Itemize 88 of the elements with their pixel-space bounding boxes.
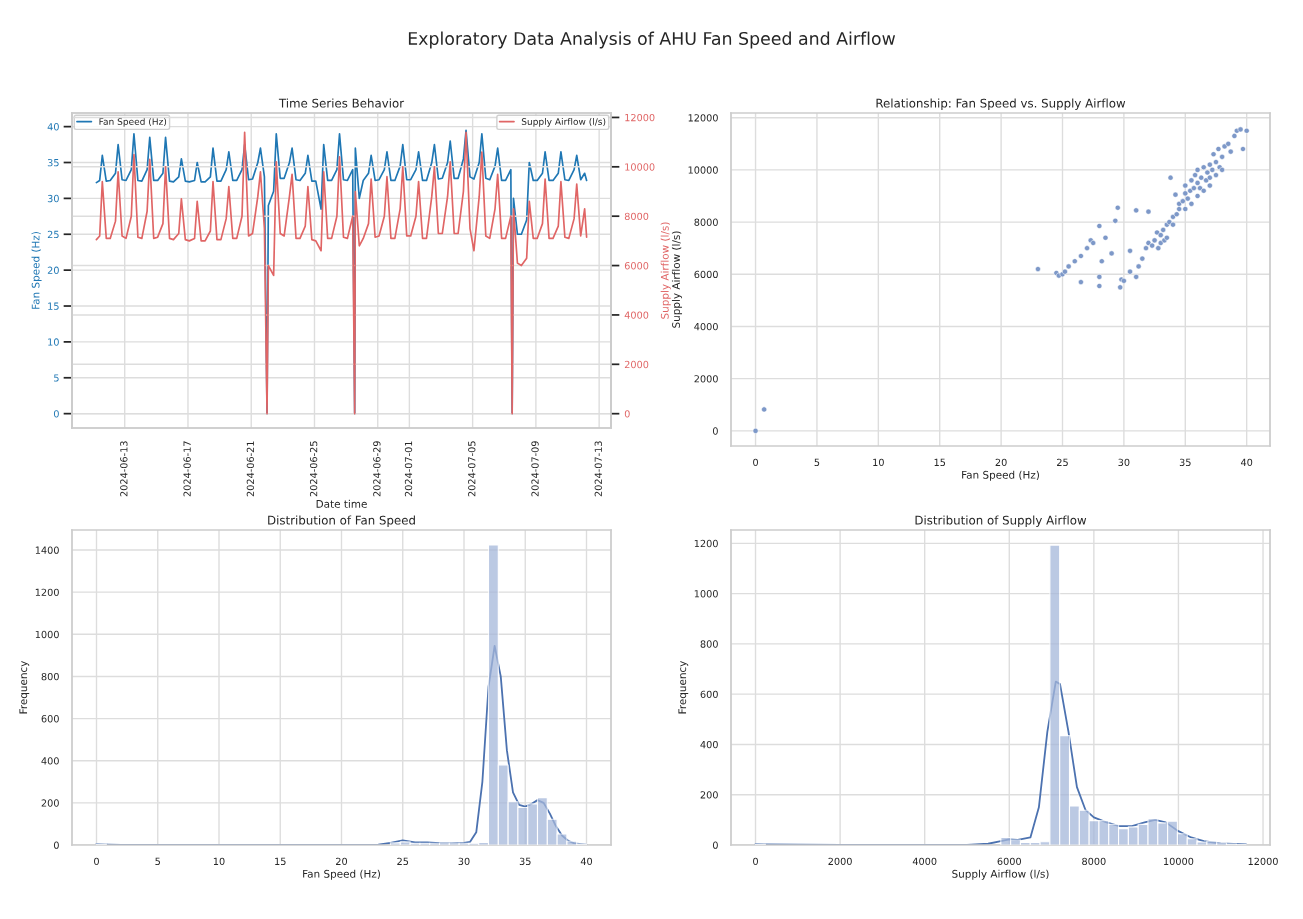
x-tick-label: 5 xyxy=(155,857,160,866)
y-tick-label: 400 xyxy=(700,740,718,749)
x-tick-label: 2024-06-21 xyxy=(246,441,255,497)
x-tick-label: 10 xyxy=(213,857,225,866)
text: Exploratory Data Analysis of AHU Fan Speed and Airflow xyxy=(408,31,896,49)
y-axis-title: Frequency xyxy=(678,660,689,714)
x-tick-label: 2024-06-25 xyxy=(309,441,318,497)
x-tick-label: 25 xyxy=(397,857,409,866)
x-tick-label: 30 xyxy=(1118,458,1130,467)
x-axis-title: Supply Airflow (l/s) xyxy=(952,869,1049,880)
y-tick-label: 40 xyxy=(47,123,59,131)
x-tick-label: 30 xyxy=(458,857,470,866)
x-tick-label: 40 xyxy=(580,857,593,866)
y-tick-label: 6000 xyxy=(694,270,718,279)
x-tick-label: 10 xyxy=(873,458,884,467)
y-tick-label: 400 xyxy=(41,757,59,765)
y-tick-label: 8000 xyxy=(694,218,718,226)
y-tick-label: 10 xyxy=(48,338,59,346)
x-axis-title: Fan Speed (Hz) xyxy=(962,470,1039,481)
x-tick-label: 40 xyxy=(1240,458,1253,467)
legend-label: Supply Airflow (l/s) xyxy=(521,117,606,127)
y-tick-label: 5 xyxy=(54,374,59,382)
y-axis-title: Frequency xyxy=(19,660,30,714)
x-tick-label: 2024-06-17 xyxy=(183,441,191,497)
y-tick-label: 800 xyxy=(41,672,59,681)
x-axis-title: Date time xyxy=(316,499,367,508)
x-tick-label: 6000 xyxy=(997,857,1021,866)
y-axis-title: Fan Speed (Hz) xyxy=(31,232,42,309)
x-tick-label: 0 xyxy=(753,458,758,467)
x-tick-label: 2024-07-05 xyxy=(468,441,476,497)
x-tick-label: 0 xyxy=(753,857,758,866)
chart-title: Distribution of Supply Airflow xyxy=(915,515,1087,527)
x-tick-label: 2024-07-01 xyxy=(404,441,413,497)
y-tick-label: 12000 xyxy=(688,114,718,122)
legend-label: Fan Speed (Hz) xyxy=(99,117,167,127)
y-tick-label: 600 xyxy=(41,715,59,723)
y-tick-label: 0 xyxy=(53,410,59,418)
y-tick-label: 15 xyxy=(48,302,59,310)
y-tick-label: 1200 xyxy=(35,588,59,596)
chart-title: Time Series Behavior xyxy=(278,98,405,108)
x-tick-label: 0 xyxy=(94,857,99,866)
x-axis-title: Fan Speed (Hz) xyxy=(303,869,380,880)
y2-tick-label: 2000 xyxy=(624,360,649,369)
y-tick-label: 30 xyxy=(47,194,59,203)
y-axis-title: Supply Airflow (l/s) xyxy=(671,231,683,328)
x-tick-label: 25 xyxy=(1057,458,1068,467)
y2-tick-label: 10000 xyxy=(625,163,655,171)
x-tick-label: 10000 xyxy=(1164,857,1194,866)
x-tick-label: 35 xyxy=(1179,458,1191,467)
x-tick-label: 2024-07-13 xyxy=(594,441,602,497)
x-tick-label: 20 xyxy=(336,857,348,866)
x-tick-label: 5 xyxy=(814,458,820,467)
y2-tick-label: 4000 xyxy=(624,311,649,319)
y-tick-label: 800 xyxy=(700,640,718,648)
x-tick-label: 35 xyxy=(519,857,531,866)
y-tick-label: 10000 xyxy=(688,166,718,174)
x-tick-label: 2000 xyxy=(828,857,852,866)
x-tick-label: 2024-06-29 xyxy=(373,441,381,497)
y-tick-label: 20 xyxy=(47,266,59,274)
y2-axis-title: Supply Airflow (l/s) xyxy=(660,222,671,319)
y-tick-label: 200 xyxy=(41,799,59,807)
y-tick-label: 2000 xyxy=(694,375,718,383)
x-tick-label: 20 xyxy=(995,458,1007,467)
y-tick-label: 600 xyxy=(700,690,718,698)
y-tick-label: 25 xyxy=(47,230,59,239)
chart-title: Distribution of Fan Speed xyxy=(268,515,415,527)
x-tick-label: 15 xyxy=(934,458,946,467)
y-tick-label: 1000 xyxy=(35,630,59,639)
x-tick-label: 2024-06-13 xyxy=(120,441,128,497)
y-tick-label: 0 xyxy=(53,841,59,849)
x-tick-label: 8000 xyxy=(1082,857,1106,866)
x-tick-label: 2024-07-09 xyxy=(531,441,539,497)
y-tick-label: 0 xyxy=(712,841,718,849)
x-tick-label: 15 xyxy=(275,857,286,866)
chart-title: Relationship: Fan Speed vs. Supply Airflow xyxy=(876,98,1126,110)
y-tick-label: 1000 xyxy=(694,590,718,598)
y2-tick-label: 8000 xyxy=(624,212,649,221)
y-tick-label: 0 xyxy=(712,427,718,435)
x-tick-label: 12000 xyxy=(1248,857,1278,866)
y-tick-label: 1400 xyxy=(35,546,59,554)
y2-tick-label: 6000 xyxy=(624,262,649,270)
y-tick-label: 200 xyxy=(700,791,718,799)
y2-tick-label: 12000 xyxy=(625,113,655,122)
y-tick-label: 1200 xyxy=(694,539,718,548)
y-tick-label: 4000 xyxy=(694,322,718,331)
y-tick-label: 35 xyxy=(47,158,59,167)
y2-tick-label: 0 xyxy=(624,410,630,418)
x-tick-label: 4000 xyxy=(912,857,937,866)
